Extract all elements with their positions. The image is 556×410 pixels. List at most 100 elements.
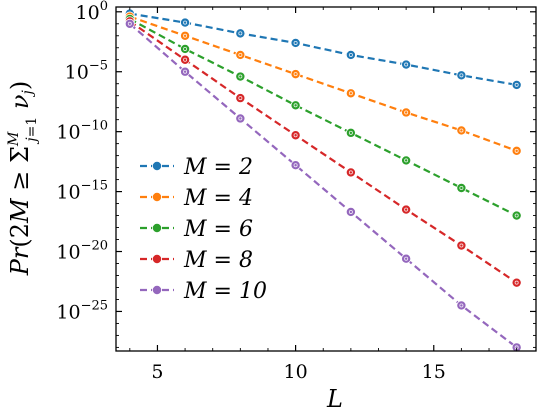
series-layer bbox=[124, 8, 522, 353]
data-point bbox=[180, 66, 191, 77]
data-point bbox=[235, 113, 246, 124]
data-point-inner bbox=[127, 21, 132, 26]
data-point-inner bbox=[238, 52, 243, 57]
data-point bbox=[511, 277, 522, 288]
data-point-inner bbox=[183, 57, 188, 62]
data-point bbox=[235, 93, 246, 104]
data-point-inner bbox=[293, 72, 298, 77]
data-point-inner bbox=[459, 243, 464, 248]
data-point bbox=[290, 69, 301, 80]
series-M-8 bbox=[124, 16, 522, 288]
data-point bbox=[401, 59, 412, 70]
data-point bbox=[345, 167, 356, 178]
data-point bbox=[456, 70, 467, 81]
plot-frame bbox=[115, 6, 537, 352]
legend-swatch-marker bbox=[151, 284, 162, 295]
legend-label: M = 2 bbox=[183, 155, 253, 180]
data-point bbox=[345, 88, 356, 99]
data-point bbox=[401, 204, 412, 215]
data-point-inner bbox=[514, 148, 519, 153]
data-point-inner bbox=[293, 133, 298, 138]
data-point bbox=[345, 206, 356, 217]
data-point-inner bbox=[348, 52, 353, 57]
legend-item: M = 10 bbox=[140, 279, 267, 304]
data-point-inner bbox=[348, 91, 353, 96]
data-point bbox=[511, 145, 522, 156]
data-point bbox=[180, 30, 191, 41]
data-point bbox=[456, 300, 467, 311]
data-point bbox=[290, 130, 301, 141]
series-M-10 bbox=[124, 18, 522, 353]
series-M-4 bbox=[124, 11, 522, 156]
legend-swatch-marker bbox=[151, 160, 162, 171]
legend-label: M = 6 bbox=[183, 217, 253, 242]
y-tick-label: 10−5 bbox=[65, 59, 108, 84]
data-point-inner bbox=[514, 280, 519, 285]
legend-item: M = 2 bbox=[140, 155, 253, 180]
data-point bbox=[511, 79, 522, 90]
data-point-inner bbox=[514, 82, 519, 87]
data-point bbox=[456, 182, 467, 193]
y-tick-label: 10−20 bbox=[56, 239, 108, 264]
data-point bbox=[290, 100, 301, 111]
data-point bbox=[235, 28, 246, 39]
data-point-inner bbox=[183, 69, 188, 74]
data-point-inner bbox=[183, 20, 188, 25]
data-point-inner bbox=[514, 213, 519, 218]
data-point-inner bbox=[293, 163, 298, 168]
data-point-inner bbox=[459, 128, 464, 133]
data-point-inner bbox=[238, 31, 243, 36]
svg-text:Pr(2M ≥ ΣMj=1 νj): Pr(2M ≥ ΣM j=1 νj) bbox=[6, 81, 40, 276]
data-point bbox=[345, 127, 356, 138]
data-point bbox=[511, 342, 522, 353]
data-point bbox=[180, 43, 191, 54]
legend-label: M = 4 bbox=[183, 186, 253, 211]
series-line bbox=[129, 22, 518, 349]
y-tick-label: 10−25 bbox=[56, 298, 108, 323]
data-point bbox=[235, 71, 246, 82]
data-point-inner bbox=[348, 209, 353, 214]
data-point bbox=[401, 253, 412, 264]
legend: M = 2 M = 4 M = 6 M = 8 M = 10 bbox=[140, 155, 267, 304]
data-point-inner bbox=[459, 185, 464, 190]
data-point-inner bbox=[459, 303, 464, 308]
data-point bbox=[456, 125, 467, 136]
y-tick-label: 100 bbox=[76, 0, 108, 24]
data-point bbox=[180, 54, 191, 65]
legend-swatch-marker bbox=[151, 253, 162, 264]
data-point-inner bbox=[293, 103, 298, 108]
series-line bbox=[129, 15, 518, 152]
y-axis-label: Pr(2M ≥ ΣM j=1 νj) bbox=[6, 81, 40, 276]
data-point-inner bbox=[348, 170, 353, 175]
data-point bbox=[401, 107, 412, 118]
data-point-inner bbox=[404, 110, 409, 115]
legend-label: M = 10 bbox=[183, 279, 267, 304]
legend-label: M = 8 bbox=[183, 248, 253, 273]
data-point-inner bbox=[348, 130, 353, 135]
data-point bbox=[511, 210, 522, 221]
legend-swatch-marker bbox=[151, 222, 162, 233]
data-point-inner bbox=[459, 73, 464, 78]
data-point bbox=[345, 49, 356, 60]
data-point-inner bbox=[404, 62, 409, 67]
x-tick-label: 10 bbox=[284, 361, 308, 383]
y-tick-label: 10−10 bbox=[56, 119, 108, 144]
series-M-2 bbox=[124, 8, 522, 90]
legend-item: M = 6 bbox=[140, 217, 253, 242]
series-line bbox=[129, 20, 518, 284]
data-point-inner bbox=[404, 256, 409, 261]
data-point-inner bbox=[183, 33, 188, 38]
data-point-inner bbox=[293, 40, 298, 45]
data-point-inner bbox=[404, 207, 409, 212]
data-point bbox=[124, 18, 135, 29]
legend-item: M = 4 bbox=[140, 186, 253, 211]
data-point bbox=[401, 155, 412, 166]
legend-swatch-marker bbox=[151, 191, 162, 202]
data-point bbox=[180, 17, 191, 28]
data-point bbox=[290, 160, 301, 171]
data-point-inner bbox=[183, 46, 188, 51]
data-point bbox=[290, 37, 301, 48]
tick-layer: 5 10 15 100 10−5 10−10 10−15 10−20 10−25 bbox=[56, 0, 536, 383]
x-tick-label: 15 bbox=[422, 361, 446, 383]
